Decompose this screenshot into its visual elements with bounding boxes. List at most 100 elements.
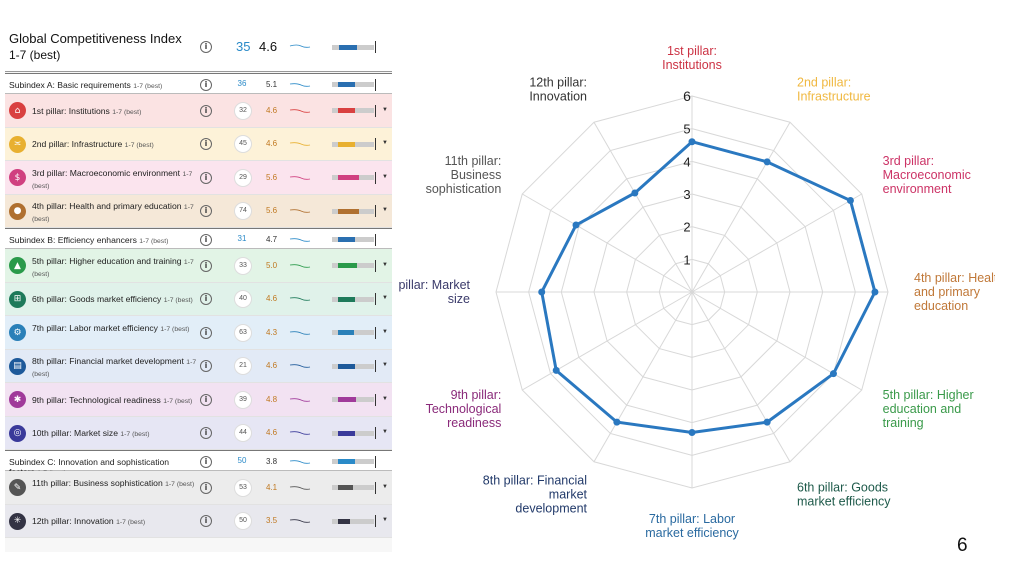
score-bar bbox=[332, 263, 374, 269]
expand-caret-icon[interactable]: ▼ bbox=[382, 295, 388, 302]
expand-caret-icon[interactable]: ▼ bbox=[382, 395, 388, 402]
expand-caret-icon[interactable]: ▼ bbox=[382, 207, 388, 214]
info-icon[interactable]: i bbox=[200, 427, 212, 440]
row-label-text: 9th pillar: Technological readiness bbox=[32, 394, 161, 405]
info-icon[interactable]: i bbox=[200, 41, 212, 53]
info-icon[interactable]: i bbox=[200, 393, 212, 406]
pillar-row[interactable]: ✎ 11th pillar: Business sophistication 1-… bbox=[5, 471, 392, 505]
pillar-row[interactable]: ≍ 2nd pillar: Infrastructure 1-7 (best) i 4… bbox=[5, 127, 392, 161]
info-icon[interactable]: i bbox=[200, 455, 212, 468]
data-point bbox=[538, 288, 546, 296]
row-unit: 1-7 (best) bbox=[124, 142, 154, 150]
score-bar bbox=[332, 296, 374, 302]
sparkline bbox=[289, 176, 311, 180]
pillar-row[interactable]: ▲ 5th pillar: Higher education and traini… bbox=[5, 249, 392, 283]
score-bar bbox=[332, 485, 374, 491]
sparkline bbox=[289, 109, 311, 113]
row-label: 8th pillar: Financial market development… bbox=[32, 356, 197, 380]
info-icon[interactable]: i bbox=[200, 293, 212, 306]
pillar-row[interactable]: ✳ 12th pillar: Innovation 1-7 (best) i 50 3.… bbox=[5, 504, 392, 538]
info-icon[interactable]: i bbox=[200, 515, 212, 528]
tick-label: 1 bbox=[683, 252, 690, 267]
row-label: 4th pillar: Health and primary education… bbox=[32, 201, 197, 225]
bar-end-marker bbox=[375, 326, 376, 339]
axis-label: 3rd pillar: bbox=[883, 154, 934, 168]
row-score: 4.8 bbox=[266, 394, 278, 404]
info-icon[interactable]: i bbox=[200, 138, 212, 151]
pillar-row[interactable]: ⌂ 1st pillar: Institutions 1-7 (best) i 32 4… bbox=[5, 94, 392, 128]
score-bar bbox=[332, 518, 374, 524]
expand-caret-icon[interactable]: ▼ bbox=[382, 261, 388, 268]
row-unit: 1-7 (best) bbox=[163, 297, 193, 305]
score-bar bbox=[332, 330, 374, 336]
wallet-icon: ▤ bbox=[9, 357, 26, 375]
expand-caret-icon[interactable]: ▼ bbox=[382, 362, 388, 369]
expand-caret-icon[interactable]: ▼ bbox=[382, 429, 388, 436]
row-rank: 74 bbox=[234, 202, 252, 221]
row-score: 4.7 bbox=[266, 234, 278, 244]
info-icon[interactable]: i bbox=[200, 259, 212, 272]
row-label-text: 3rd pillar: Macroeconomic environment bbox=[32, 167, 181, 178]
row-unit: 1-7 (best) bbox=[163, 397, 193, 405]
axis-label: 5th pillar: Higher bbox=[883, 388, 974, 402]
row-rank: 36 bbox=[237, 78, 247, 88]
row-unit: 1-7 (best) bbox=[116, 519, 146, 527]
pillar-row[interactable]: ⚙ 7th pillar: Labor market efficiency 1-7… bbox=[5, 316, 392, 350]
axis-label: size bbox=[448, 292, 470, 306]
expand-caret-icon[interactable]: ▼ bbox=[382, 106, 388, 113]
info-icon[interactable]: i bbox=[200, 326, 212, 339]
axis-label: sophistication bbox=[426, 182, 502, 196]
row-score: 5.6 bbox=[266, 172, 278, 182]
row-unit: 1-7 (best) bbox=[32, 204, 194, 224]
row-label-text: 6th pillar: Goods market efficiency bbox=[32, 294, 162, 305]
grid-spoke bbox=[691, 291, 791, 462]
expand-caret-icon[interactable]: ▼ bbox=[382, 483, 388, 490]
info-icon[interactable]: i bbox=[200, 481, 212, 494]
cart-icon: ⊞ bbox=[9, 290, 26, 308]
bar-end-marker bbox=[375, 293, 376, 306]
axis-label: and primary bbox=[914, 285, 981, 299]
pillar-row[interactable]: ▤ 8th pillar: Financial market developmen… bbox=[5, 349, 392, 383]
row-label-text: 2nd pillar: Infrastructure bbox=[32, 139, 123, 150]
axis-label: 11th pillar: bbox=[445, 154, 502, 168]
axis-label: Institutions bbox=[662, 58, 722, 72]
data-point bbox=[688, 138, 696, 146]
pillar-row[interactable]: $3rd pillar: Macroeconomic environment 1… bbox=[5, 161, 392, 195]
expand-caret-icon[interactable]: ▼ bbox=[382, 328, 388, 335]
row-score: 4.6 bbox=[266, 428, 278, 438]
row-label-text: Subindex A: Basic requirements bbox=[9, 79, 131, 90]
info-icon[interactable]: i bbox=[200, 104, 212, 117]
row-score: 5.6 bbox=[266, 206, 278, 216]
row-rank: 63 bbox=[234, 323, 252, 342]
subindex-row: Subindex A: Basic requirements 1-7 (best… bbox=[5, 73, 392, 94]
info-icon[interactable]: i bbox=[200, 233, 212, 246]
axis-label: Infrastructure bbox=[797, 89, 871, 103]
row-label: 5th pillar: Higher education and trainin… bbox=[32, 256, 197, 280]
row-label: 7th pillar: Labor market efficiency 1-7 … bbox=[32, 323, 197, 335]
axis-label: education bbox=[914, 299, 968, 313]
gci-rank: 35 bbox=[236, 39, 251, 54]
info-icon[interactable]: i bbox=[200, 171, 212, 184]
expand-caret-icon[interactable]: ▼ bbox=[382, 173, 388, 180]
info-icon[interactable]: i bbox=[200, 360, 212, 373]
row-label: 6th pillar: Goods market efficiency 1-7 … bbox=[32, 294, 197, 306]
pillar-row[interactable]: ⊞ 6th pillar: Goods market efficiency 1-7… bbox=[5, 282, 392, 316]
data-point bbox=[552, 366, 560, 374]
axis-label: 10th pillar: Market bbox=[395, 278, 471, 292]
info-icon[interactable]: i bbox=[200, 78, 212, 91]
bar-end-marker bbox=[375, 138, 376, 151]
info-icon[interactable]: i bbox=[200, 205, 212, 218]
data-point bbox=[688, 428, 696, 436]
expand-caret-icon[interactable]: ▼ bbox=[382, 517, 388, 524]
expand-caret-icon[interactable]: ▼ bbox=[382, 140, 388, 147]
bar-end-marker bbox=[375, 233, 376, 246]
bar-end-marker bbox=[375, 455, 376, 468]
score-bar bbox=[332, 45, 374, 50]
briefcase-icon: ✎ bbox=[9, 479, 26, 497]
pillar-row[interactable]: ● 4th pillar: Health and primary educatio… bbox=[5, 194, 392, 228]
pillar-row[interactable]: ✱ 9th pillar: Technological readiness 1-7… bbox=[5, 383, 392, 417]
pillar-row[interactable]: ◎ 10th pillar: Market size 1-7 (best) i 44 4… bbox=[5, 416, 392, 450]
axis-label: market efficiency bbox=[797, 495, 891, 509]
data-point bbox=[846, 197, 854, 205]
score-bar bbox=[332, 459, 374, 464]
